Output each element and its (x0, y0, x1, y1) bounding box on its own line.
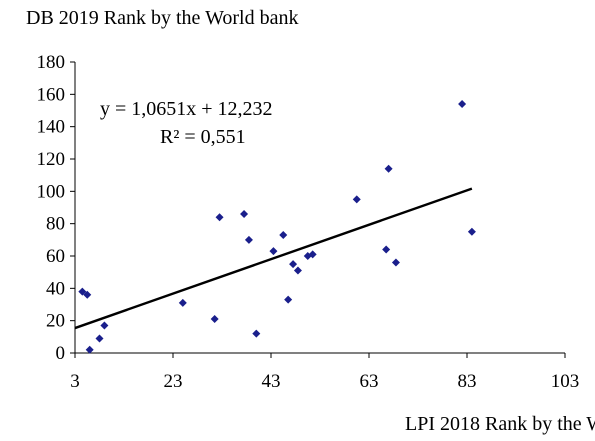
trend-line (74, 187, 473, 330)
y-tick-label: 100 (37, 181, 66, 202)
data-point (289, 260, 298, 269)
data-point (269, 247, 278, 256)
y-axis-title: DB 2019 Rank by the World bank (26, 7, 298, 29)
data-point (78, 287, 87, 296)
y-tick-label: 180 (37, 52, 66, 73)
data-point (391, 258, 400, 267)
data-point (384, 164, 393, 173)
trendline-equation: y = 1,0651x + 12,232 (100, 98, 273, 120)
data-point (210, 315, 219, 324)
x-tick-label: 63 (360, 371, 379, 392)
data-point (100, 321, 109, 330)
y-axis: 0 20 40 60 80 100 120 140 160 180 (37, 52, 76, 364)
data-point (252, 329, 261, 338)
y-tick-label: 60 (46, 246, 65, 267)
x-tick-label: 83 (458, 371, 477, 392)
x-axis: 3 23 43 63 83 103 (70, 352, 580, 392)
x-tick-label: 3 (70, 371, 80, 392)
data-point (178, 298, 187, 307)
y-tick-label: 140 (37, 117, 66, 138)
y-tick-label: 80 (46, 214, 65, 235)
data-point (85, 345, 94, 354)
data-point (83, 290, 92, 299)
x-axis-title: LPI 2018 Rank by the World Bank (405, 413, 595, 435)
data-point (293, 266, 302, 275)
data-point (284, 295, 293, 304)
x-tick-label: 23 (164, 371, 183, 392)
data-point (279, 230, 288, 239)
data-point (458, 100, 467, 109)
data-point (467, 227, 476, 236)
y-tick-label: 160 (37, 84, 66, 105)
y-tick-label: 20 (46, 311, 65, 332)
data-point (240, 209, 249, 218)
y-tick-label: 0 (56, 343, 66, 364)
data-point (352, 195, 361, 204)
y-tick-label: 40 (46, 278, 65, 299)
x-tick-label: 43 (262, 371, 281, 392)
data-points (78, 100, 476, 354)
data-point (308, 250, 317, 259)
data-point (382, 245, 391, 254)
data-point (244, 235, 253, 244)
data-point (95, 334, 104, 343)
y-tick-label: 120 (37, 149, 66, 170)
data-point (215, 213, 224, 222)
x-tick-label: 103 (551, 371, 580, 392)
r-squared-label: R² = 0,551 (160, 126, 246, 148)
